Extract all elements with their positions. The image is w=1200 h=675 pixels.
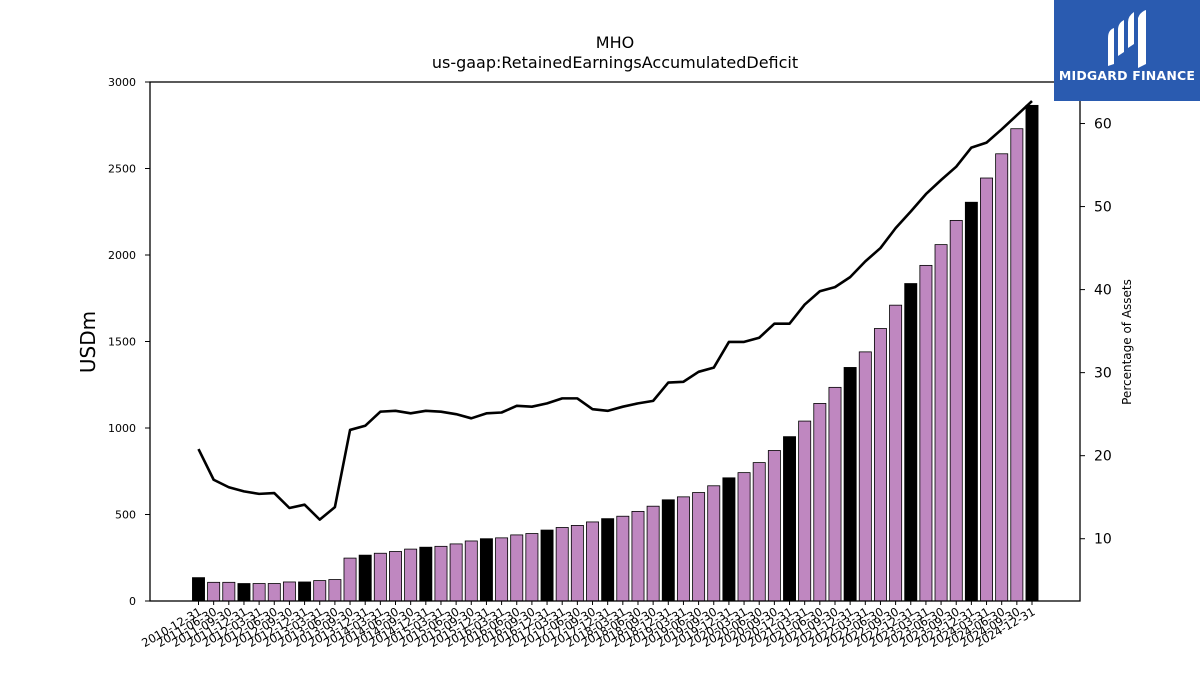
bar — [828, 386, 842, 602]
bar — [404, 548, 418, 602]
bar — [843, 367, 857, 602]
bar — [555, 527, 569, 602]
bar — [1025, 104, 1039, 602]
bar — [813, 403, 827, 602]
y-tick-label: 1000 — [108, 422, 136, 435]
bar — [722, 477, 736, 602]
bar — [237, 583, 251, 602]
bar — [570, 525, 584, 602]
y-tick-label: 2000 — [108, 249, 136, 262]
bar — [343, 557, 357, 602]
bar — [873, 328, 887, 602]
bar — [419, 546, 433, 602]
bar — [980, 177, 993, 602]
line-series — [197, 100, 1033, 521]
bar — [676, 496, 690, 602]
bar — [479, 538, 493, 602]
bar — [282, 581, 296, 602]
bar — [434, 545, 448, 602]
y-axis-label: USDm — [76, 311, 100, 373]
logo: MIDGARD FINANCE — [1054, 0, 1200, 101]
bar — [631, 510, 645, 602]
bar — [525, 533, 539, 602]
y2-tick-label: 20 — [1094, 449, 1112, 465]
bar — [328, 579, 342, 602]
y-axis-left: 0 500 1000 1500 2000 2500 3000 — [108, 76, 150, 608]
y-tick-label: 3000 — [108, 76, 136, 89]
bar — [222, 581, 236, 602]
y2-tick-label: 40 — [1094, 283, 1112, 299]
bar — [752, 462, 766, 602]
y2-tick-label: 60 — [1094, 117, 1112, 133]
chart-subtitle: us-gaap:RetainedEarningsAccumulatedDefic… — [432, 53, 798, 72]
y-tick-label: 2500 — [108, 163, 136, 176]
bar — [373, 552, 387, 602]
bar — [904, 283, 918, 602]
y-tick-label: 1500 — [108, 336, 136, 349]
y-axis-right: 10 20 30 40 50 60 — [1080, 117, 1112, 548]
bar — [540, 529, 554, 602]
bar — [889, 304, 903, 602]
y-tick-label: 500 — [115, 509, 136, 522]
bar — [510, 534, 524, 602]
y2-tick-label: 50 — [1094, 200, 1112, 216]
bar — [298, 581, 312, 602]
bars-group — [192, 104, 1039, 602]
bar — [737, 472, 751, 602]
y-tick-label: 0 — [129, 595, 136, 608]
bar — [934, 244, 948, 602]
bar — [949, 219, 963, 602]
chart-title: MHO — [596, 33, 634, 52]
bar — [995, 153, 1009, 602]
bar — [919, 264, 933, 602]
bar — [858, 351, 872, 602]
bar — [252, 583, 266, 602]
bar — [707, 485, 721, 602]
bar — [464, 540, 478, 602]
bar — [586, 521, 599, 602]
bar — [449, 543, 463, 602]
bar — [964, 201, 978, 602]
bar — [661, 499, 675, 602]
y2-axis-label: Percentage of Assets — [1120, 279, 1134, 405]
bar — [192, 577, 205, 602]
x-axis: 2010-12-312011-06-302011-09-302011-12-31… — [139, 601, 1038, 650]
bar — [1010, 128, 1024, 602]
midgard-logo-icon — [1108, 10, 1146, 68]
line-group — [197, 100, 1033, 521]
bar — [767, 450, 781, 602]
bar — [358, 554, 372, 602]
bar — [798, 420, 812, 602]
y2-tick-label: 10 — [1094, 532, 1112, 548]
bar — [389, 551, 402, 602]
bar — [616, 515, 630, 602]
bar — [207, 581, 221, 602]
bar — [601, 518, 615, 602]
bar — [267, 583, 281, 602]
logo-text: MIDGARD FINANCE — [1058, 68, 1196, 83]
bar — [313, 580, 327, 602]
bar — [692, 492, 706, 602]
bar — [646, 505, 660, 602]
bar — [783, 436, 796, 602]
y2-tick-label: 30 — [1094, 366, 1112, 382]
bar — [495, 537, 509, 602]
